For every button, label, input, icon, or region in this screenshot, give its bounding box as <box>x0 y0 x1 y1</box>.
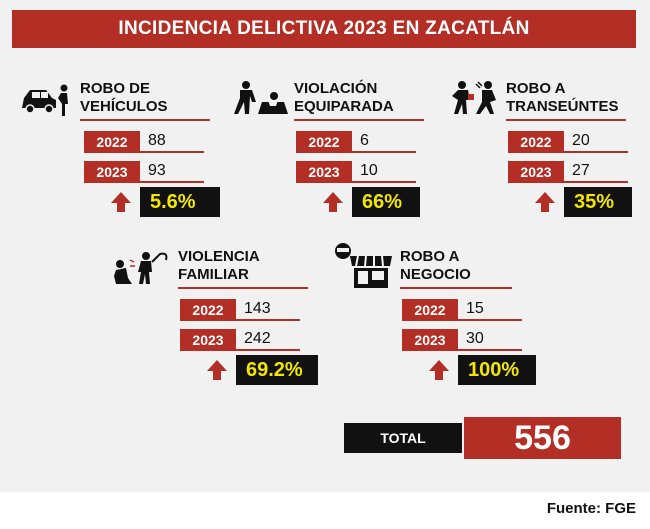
percent-change: 66% <box>352 187 420 217</box>
arrow-up-icon <box>429 360 449 380</box>
year-label: 2022 <box>508 131 564 153</box>
year-label: 2023 <box>508 161 564 183</box>
year-label: 2023 <box>402 329 458 351</box>
row-2022: 2022 20 <box>508 131 628 153</box>
car-theft-icon <box>22 84 68 116</box>
source-credit: Fuente: FGE <box>546 500 636 517</box>
change-row: 100% <box>428 355 536 385</box>
row-2022: 2022 88 <box>84 131 204 153</box>
percent-change: 69.2% <box>236 355 318 385</box>
total-value: 556 <box>464 417 621 459</box>
year-label: 2023 <box>84 161 140 183</box>
value: 6 <box>352 131 416 153</box>
arrow-up-icon <box>207 360 227 380</box>
category-title: ROBO A NEGOCIO <box>400 248 512 289</box>
percent-change: 5.6% <box>140 187 220 217</box>
year-label: 2022 <box>180 299 236 321</box>
value: 20 <box>564 131 628 153</box>
value: 93 <box>140 161 204 183</box>
infographic-panel <box>0 0 650 492</box>
page-title: INCIDENCIA DELICTIVA 2023 EN ZACATLÁN <box>12 10 636 48</box>
change-row: 5.6% <box>110 187 220 217</box>
arrow-up-icon <box>111 192 131 212</box>
percent-change: 35% <box>564 187 632 217</box>
row-2023: 2023 242 <box>180 329 300 351</box>
arrow-up-icon <box>535 192 555 212</box>
year-label: 2022 <box>296 131 352 153</box>
category-title: VIOLACIÓN EQUIPARADA <box>294 80 424 121</box>
category-title: VIOLENCIA FAMILIAR <box>178 248 308 289</box>
change-row: 66% <box>322 187 420 217</box>
row-2023: 2023 30 <box>402 329 522 351</box>
year-label: 2023 <box>180 329 236 351</box>
row-2022: 2022 15 <box>402 299 522 321</box>
store-robbery-icon <box>335 243 392 288</box>
value: 30 <box>458 329 522 351</box>
year-label: 2023 <box>296 161 352 183</box>
value: 242 <box>236 329 300 351</box>
value: 10 <box>352 161 416 183</box>
arrow-up-icon <box>323 192 343 212</box>
value: 27 <box>564 161 628 183</box>
percent-change: 100% <box>458 355 536 385</box>
value: 15 <box>458 299 522 321</box>
value: 143 <box>236 299 300 321</box>
category-title: ROBO A TRANSEÚNTES <box>506 80 626 121</box>
domestic-violence-icon <box>114 252 168 284</box>
pedestrian-robbery-icon <box>452 81 496 114</box>
assault-icon <box>234 81 288 114</box>
category-title: ROBO DE VEHÍCULOS <box>80 80 210 121</box>
row-2022: 2022 6 <box>296 131 416 153</box>
row-2023: 2023 10 <box>296 161 416 183</box>
total-label: TOTAL <box>344 423 462 453</box>
row-2023: 2023 93 <box>84 161 204 183</box>
year-label: 2022 <box>84 131 140 153</box>
row-2022: 2022 143 <box>180 299 300 321</box>
change-row: 35% <box>534 187 632 217</box>
year-label: 2022 <box>402 299 458 321</box>
value: 88 <box>140 131 204 153</box>
change-row: 69.2% <box>206 355 318 385</box>
row-2023: 2023 27 <box>508 161 628 183</box>
